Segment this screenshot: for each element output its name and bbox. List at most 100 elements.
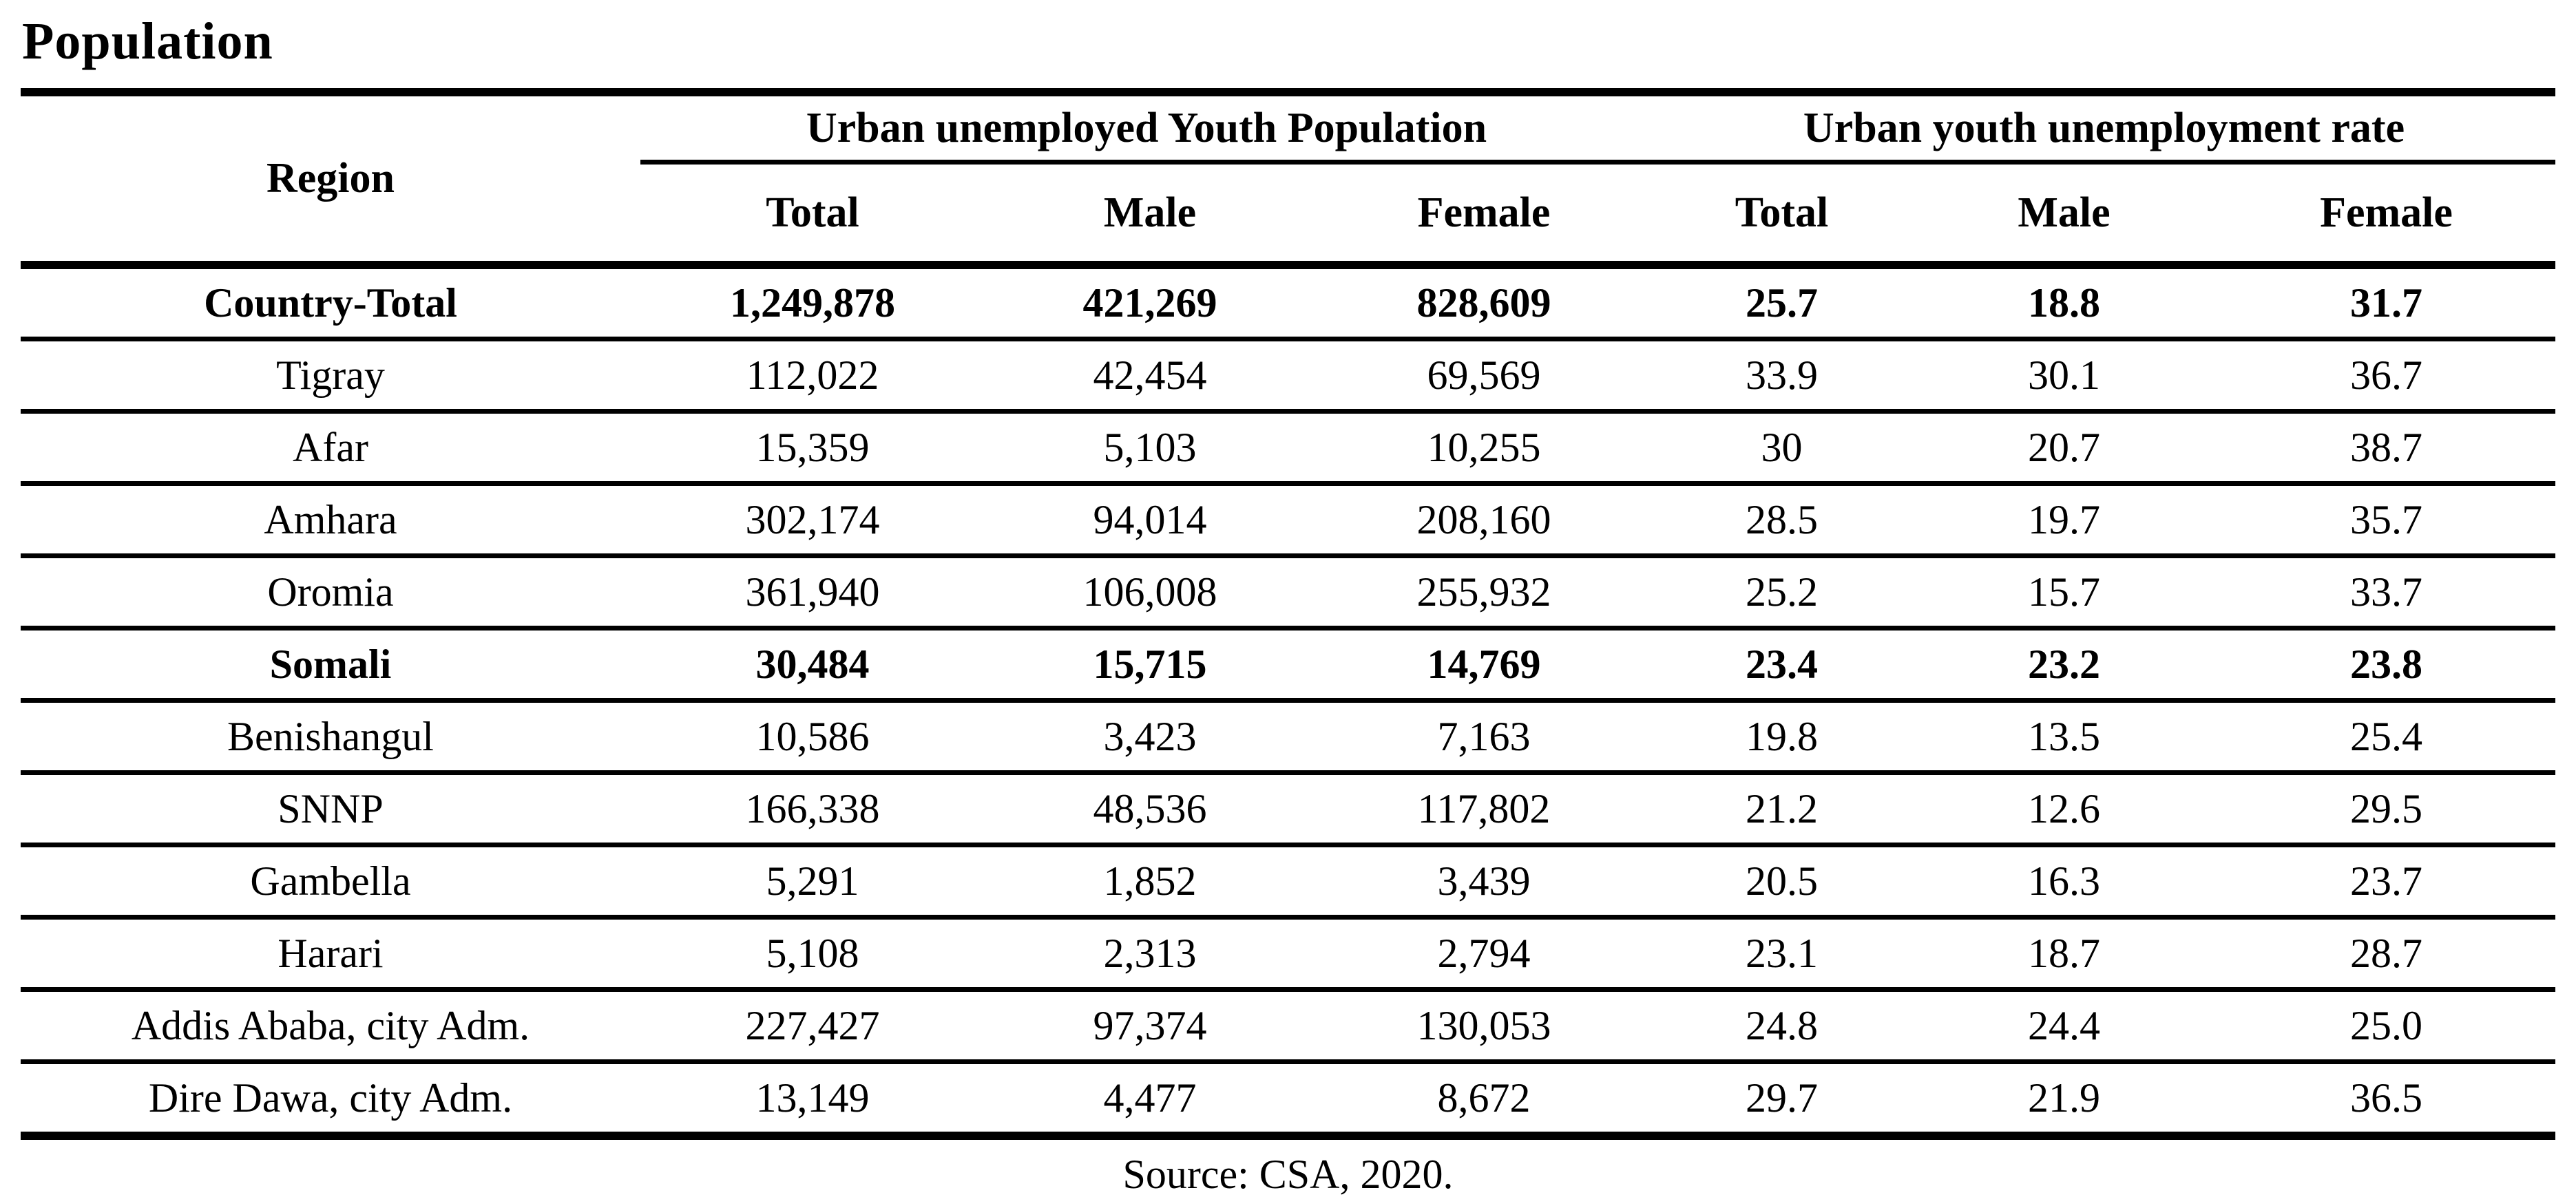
value-cell: 33.7 — [2217, 555, 2555, 631]
value-cell: 36.5 — [2217, 1061, 2555, 1140]
value-cell: 29.5 — [2217, 772, 2555, 847]
value-cell: 25.2 — [1653, 555, 1911, 631]
value-cell: 3,439 — [1315, 845, 1653, 920]
region-cell: Benishangul — [21, 700, 640, 775]
value-cell: 31.7 — [2217, 265, 2555, 341]
region-cell: Oromia — [21, 555, 640, 631]
value-cell: 24.8 — [1653, 989, 1911, 1064]
page-title: Population — [22, 12, 273, 70]
region-cell: Country-Total — [21, 265, 640, 341]
value-cell: 302,174 — [640, 483, 985, 558]
region-cell: Tigray — [21, 339, 640, 414]
table-row: Somali 30,484 15,715 14,769 23.4 23.2 23.8 — [21, 628, 2555, 703]
value-cell: 97,374 — [985, 989, 1315, 1064]
value-cell: 2,313 — [985, 917, 1315, 992]
table-row: Benishangul 10,586 3,423 7,163 19.8 13.5 25.4 — [21, 700, 2555, 775]
value-cell: 42,454 — [985, 339, 1315, 414]
table-row: Harari 5,108 2,313 2,794 23.1 18.7 28.7 — [21, 917, 2555, 992]
value-cell: 10,586 — [640, 700, 985, 775]
value-cell: 227,427 — [640, 989, 985, 1064]
value-cell: 1,852 — [985, 845, 1315, 920]
value-cell: 94,014 — [985, 483, 1315, 558]
region-cell: Addis Ababa, city Adm. — [21, 989, 640, 1064]
column-header-pop-female: Female — [1315, 162, 1653, 269]
value-cell: 14,769 — [1315, 628, 1653, 703]
value-cell: 12.6 — [1911, 772, 2217, 847]
column-header-pop-male: Male — [985, 162, 1315, 269]
value-cell: 30,484 — [640, 628, 985, 703]
region-cell: Dire Dawa, city Adm. — [21, 1061, 640, 1140]
group-header-unemployed-population: Urban unemployed Youth Population — [640, 92, 1653, 165]
column-header-rate-total: Total — [1653, 162, 1911, 269]
value-cell: 208,160 — [1315, 483, 1653, 558]
value-cell: 5,291 — [640, 845, 985, 920]
value-cell: 15,715 — [985, 628, 1315, 703]
value-cell: 112,022 — [640, 339, 985, 414]
value-cell: 23.8 — [2217, 628, 2555, 703]
value-cell: 15,359 — [640, 411, 985, 486]
subheader-row: Total Male Female Total Male Female — [21, 162, 2555, 269]
value-cell: 10,255 — [1315, 411, 1653, 486]
value-cell: 69,569 — [1315, 339, 1653, 414]
column-header-pop-total: Total — [640, 162, 985, 269]
value-cell: 33.9 — [1653, 339, 1911, 414]
value-cell: 48,536 — [985, 772, 1315, 847]
value-cell: 5,108 — [640, 917, 985, 992]
value-cell: 18.8 — [1911, 265, 2217, 341]
column-header-rate-male: Male — [1911, 162, 2217, 269]
table-row: Country-Total 1,249,878 421,269 828,609 25.7… — [21, 265, 2555, 341]
population-table: Region Urban unemployed Youth Population… — [21, 88, 2555, 1140]
value-cell: 166,338 — [640, 772, 985, 847]
table-row: Amhara 302,174 94,014 208,160 28.5 19.7 35.7 — [21, 483, 2555, 558]
region-cell: Afar — [21, 411, 640, 486]
value-cell: 3,423 — [985, 700, 1315, 775]
region-cell: Amhara — [21, 483, 640, 558]
table-body: Country-Total 1,249,878 421,269 828,609 25.7… — [21, 265, 2555, 1140]
value-cell: 117,802 — [1315, 772, 1653, 847]
region-cell: Gambella — [21, 845, 640, 920]
value-cell: 16.3 — [1911, 845, 2217, 920]
value-cell: 23.4 — [1653, 628, 1911, 703]
value-cell: 130,053 — [1315, 989, 1653, 1064]
value-cell: 21.9 — [1911, 1061, 2217, 1140]
value-cell: 28.7 — [2217, 917, 2555, 992]
column-header-rate-female: Female — [2217, 162, 2555, 269]
value-cell: 29.7 — [1653, 1061, 1911, 1140]
value-cell: 13,149 — [640, 1061, 985, 1140]
region-cell: SNNP — [21, 772, 640, 847]
value-cell: 36.7 — [2217, 339, 2555, 414]
value-cell: 19.7 — [1911, 483, 2217, 558]
table-row: Addis Ababa, city Adm. 227,427 97,374 130,0… — [21, 989, 2555, 1064]
group-header-unemployment-rate: Urban youth unemployment rate — [1653, 92, 2555, 165]
value-cell: 7,163 — [1315, 700, 1653, 775]
value-cell: 28.5 — [1653, 483, 1911, 558]
value-cell: 23.2 — [1911, 628, 2217, 703]
value-cell: 5,103 — [985, 411, 1315, 486]
value-cell: 21.2 — [1653, 772, 1911, 847]
table-row: Oromia 361,940 106,008 255,932 25.2 15.7 33.7 — [21, 555, 2555, 631]
value-cell: 19.8 — [1653, 700, 1911, 775]
region-cell: Harari — [21, 917, 640, 992]
table-header: Region Urban unemployed Youth Population… — [21, 92, 2555, 269]
table-row: Gambella 5,291 1,852 3,439 20.5 16.3 23.7 — [21, 845, 2555, 920]
value-cell: 421,269 — [985, 265, 1315, 341]
table-row: Dire Dawa, city Adm. 13,149 4,477 8,672 29.7… — [21, 1061, 2555, 1140]
table-row: Tigray 112,022 42,454 69,569 33.9 30.1 36.7 — [21, 339, 2555, 414]
value-cell: 25.7 — [1653, 265, 1911, 341]
value-cell: 2,794 — [1315, 917, 1653, 992]
value-cell: 255,932 — [1315, 555, 1653, 631]
value-cell: 18.7 — [1911, 917, 2217, 992]
column-header-region: Region — [21, 92, 640, 269]
value-cell: 15.7 — [1911, 555, 2217, 631]
value-cell: 361,940 — [640, 555, 985, 631]
value-cell: 24.4 — [1911, 989, 2217, 1064]
region-cell: Somali — [21, 628, 640, 703]
value-cell: 25.0 — [2217, 989, 2555, 1064]
value-cell: 13.5 — [1911, 700, 2217, 775]
value-cell: 106,008 — [985, 555, 1315, 631]
value-cell: 8,672 — [1315, 1061, 1653, 1140]
value-cell: 23.7 — [2217, 845, 2555, 920]
value-cell: 38.7 — [2217, 411, 2555, 486]
value-cell: 30.1 — [1911, 339, 2217, 414]
